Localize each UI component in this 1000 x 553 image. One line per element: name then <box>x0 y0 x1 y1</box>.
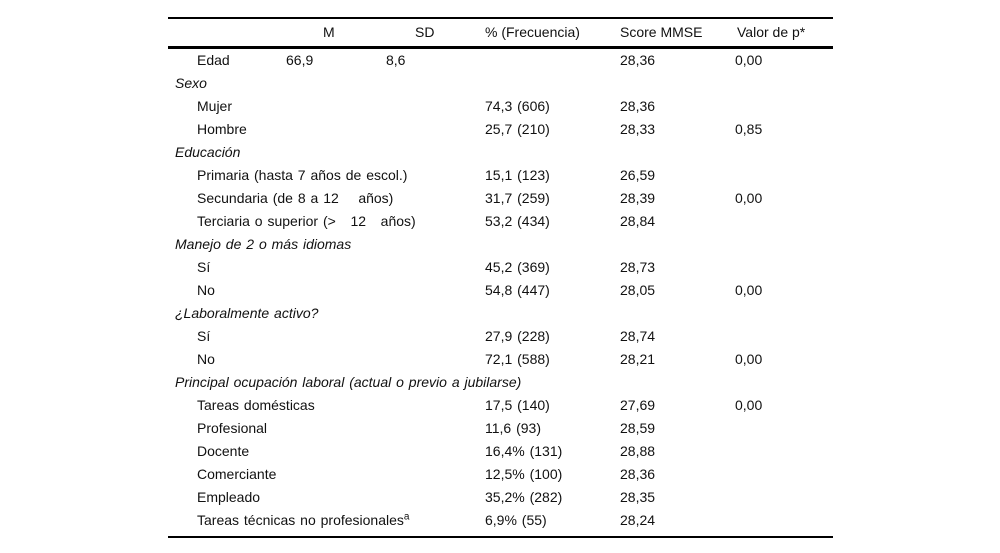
footnote-marker: a <box>403 511 410 523</box>
column-header-m: M <box>323 24 335 40</box>
table-header-row: M SD % (Frecuencia) Score MMSE Valor de … <box>168 19 833 46</box>
cell-sd: 8,6 <box>386 52 406 68</box>
cell-score: 26,59 <box>620 167 656 183</box>
section-header-row: Sexo <box>168 72 833 95</box>
table-header-rule <box>168 46 833 49</box>
table-row: Docente 16,4% (131) 28,88 <box>168 440 833 463</box>
cell-p: 0,00 <box>735 397 763 413</box>
row-label: Manejo de 2 o más idiomas <box>175 236 352 252</box>
cell-score: 28,21 <box>620 351 656 367</box>
column-header-p-value: Valor de p* <box>737 24 806 40</box>
table-row: Secundaria (de 8 a 12 años) 31,7 (259) 28,… <box>168 187 833 210</box>
cell-score: 28,35 <box>620 489 656 505</box>
row-label: Primaria (hasta 7 años de escol.) <box>197 167 408 183</box>
table-row: No 54,8 (447) 28,05 0,00 <box>168 279 833 302</box>
cell-p: 0,00 <box>735 282 763 298</box>
cell-score: 28,59 <box>620 420 656 436</box>
row-label: Sexo <box>175 75 207 91</box>
row-label: No <box>197 351 215 367</box>
cell-score: 28,33 <box>620 121 656 137</box>
cell-pct: 54,8 (447) <box>485 282 550 298</box>
table-row: Tareas domésticas 17,5 (140) 27,69 0,00 <box>168 394 833 417</box>
section-header-row: Principal ocupación laboral (actual o pr… <box>168 371 833 394</box>
cell-pct: 72,1 (588) <box>485 351 550 367</box>
cell-p: 0,85 <box>735 121 763 137</box>
cell-pct: 45,2 (369) <box>485 259 550 275</box>
cell-pct: 31,7 (259) <box>485 190 550 206</box>
table-row: Comerciante 12,5% (100) 28,36 <box>168 463 833 486</box>
section-header-row: ¿Laboralmente activo? <box>168 302 833 325</box>
row-label: Profesional <box>197 420 268 436</box>
row-label: Comerciante <box>197 466 277 482</box>
row-label: No <box>197 282 215 298</box>
table-row: Edad 66,9 8,6 28,36 0,00 <box>168 49 833 72</box>
row-label: Secundaria (de 8 a 12 años) <box>197 190 394 206</box>
cell-score: 28,84 <box>620 213 656 229</box>
table-row: Terciaria o superior (> 12 años) 53,2 (43… <box>168 210 833 233</box>
section-header-row: Educación <box>168 141 833 164</box>
table-rows: Edad 66,9 8,6 28,36 0,00 Sexo Mujer 74,3 (606) 2… <box>168 49 833 532</box>
cell-pct: 6,9% (55) <box>485 512 547 528</box>
table-row: Primaria (hasta 7 años de escol.) 15,1 (1… <box>168 164 833 187</box>
row-label: Principal ocupación laboral (actual o pr… <box>175 374 522 390</box>
row-label: Terciaria o superior (> 12 años) <box>197 213 416 229</box>
cell-pct: 74,3 (606) <box>485 98 550 114</box>
table-row: Profesional 11,6 (93) 28,59 <box>168 417 833 440</box>
table-bottom-rule <box>168 536 833 538</box>
cell-pct: 15,1 (123) <box>485 167 550 183</box>
row-label: Hombre <box>197 121 247 137</box>
cell-score: 28,05 <box>620 282 656 298</box>
row-label: Sí <box>197 259 211 275</box>
cell-p: 0,00 <box>735 351 763 367</box>
table-row: Empleado 35,2% (282) 28,35 <box>168 486 833 509</box>
row-label: Edad <box>197 52 230 68</box>
cell-score: 28,88 <box>620 443 656 459</box>
section-header-row: Manejo de 2 o más idiomas <box>168 233 833 256</box>
table-row: No 72,1 (588) 28,21 0,00 <box>168 348 833 371</box>
column-header-frequency: % (Frecuencia) <box>485 24 580 40</box>
cell-score: 28,36 <box>620 52 656 68</box>
cell-pct: 53,2 (434) <box>485 213 550 229</box>
cell-score: 28,73 <box>620 259 656 275</box>
row-label: Sí <box>197 328 211 344</box>
row-label: Mujer <box>197 98 233 114</box>
table-row: Sí 27,9 (228) 28,74 <box>168 325 833 348</box>
cell-score: 28,39 <box>620 190 656 206</box>
cell-m: 66,9 <box>286 52 314 68</box>
cell-score: 27,69 <box>620 397 656 413</box>
table-row: Hombre 25,7 (210) 28,33 0,85 <box>168 118 833 141</box>
table-row: Mujer 74,3 (606) 28,36 <box>168 95 833 118</box>
table-top-rule <box>168 17 833 19</box>
row-label: ¿Laboralmente activo? <box>175 305 319 321</box>
cell-score: 28,74 <box>620 328 656 344</box>
cell-pct: 27,9 (228) <box>485 328 550 344</box>
table-row: Sí 45,2 (369) 28,73 <box>168 256 833 279</box>
cell-score: 28,24 <box>620 512 656 528</box>
statistics-table: M SD % (Frecuencia) Score MMSE Valor de … <box>168 17 833 538</box>
cell-score: 28,36 <box>620 98 656 114</box>
cell-pct: 35,2% (282) <box>485 489 563 505</box>
cell-pct: 25,7 (210) <box>485 121 550 137</box>
cell-score: 28,36 <box>620 466 656 482</box>
column-header-score-mmse: Score MMSE <box>620 24 703 40</box>
cell-p: 0,00 <box>735 190 763 206</box>
cell-pct: 12,5% (100) <box>485 466 563 482</box>
row-label: Empleado <box>197 489 261 505</box>
table-row: Tareas técnicas no profesionalesa 6,9% (5… <box>168 509 833 532</box>
row-label: Tareas técnicas no profesionalesa <box>197 511 410 528</box>
cell-pct: 17,5 (140) <box>485 397 550 413</box>
column-header-sd: SD <box>415 24 435 40</box>
cell-pct: 16,4% (131) <box>485 443 563 459</box>
row-label: Docente <box>197 443 250 459</box>
cell-p: 0,00 <box>735 52 763 68</box>
row-label: Educación <box>175 144 241 160</box>
cell-pct: 11,6 (93) <box>485 420 541 436</box>
row-label: Tareas domésticas <box>197 397 315 413</box>
